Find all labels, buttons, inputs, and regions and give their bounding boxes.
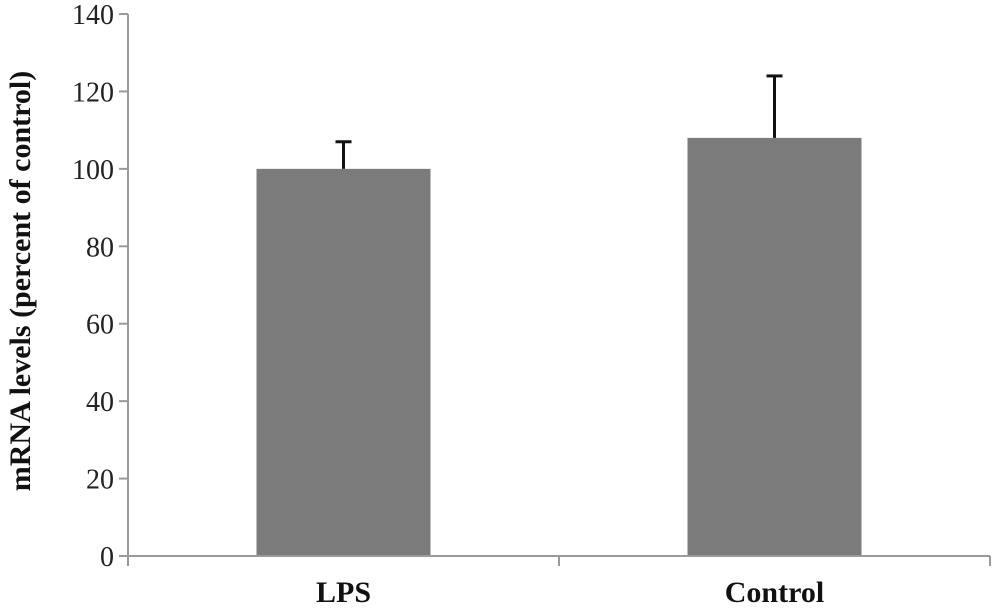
- y-tick-label: 60: [86, 310, 114, 341]
- y-tick-label: 80: [86, 232, 114, 263]
- x-category-label: LPS: [316, 576, 371, 609]
- y-tick-label: 40: [86, 387, 114, 418]
- x-axis-labels: LPS Control: [316, 576, 824, 609]
- bars-group: [256, 137, 862, 556]
- y-tick-label: 0: [100, 542, 114, 573]
- x-category-label: Control: [725, 576, 824, 609]
- y-tick-label: 120: [72, 77, 114, 108]
- y-axis-title: mRNA levels (percent of control): [4, 71, 37, 491]
- y-axis-ticks: 0 20 40 60 80 100 120 140: [72, 0, 128, 573]
- x-axis-ticks: [127, 556, 991, 566]
- error-bars-group: [335, 74, 783, 169]
- y-tick-label: 100: [72, 155, 114, 186]
- y-tick-label: 20: [86, 465, 114, 496]
- bar-control: [687, 137, 862, 556]
- y-tick-label: 140: [72, 0, 114, 31]
- bar-lps: [256, 168, 431, 556]
